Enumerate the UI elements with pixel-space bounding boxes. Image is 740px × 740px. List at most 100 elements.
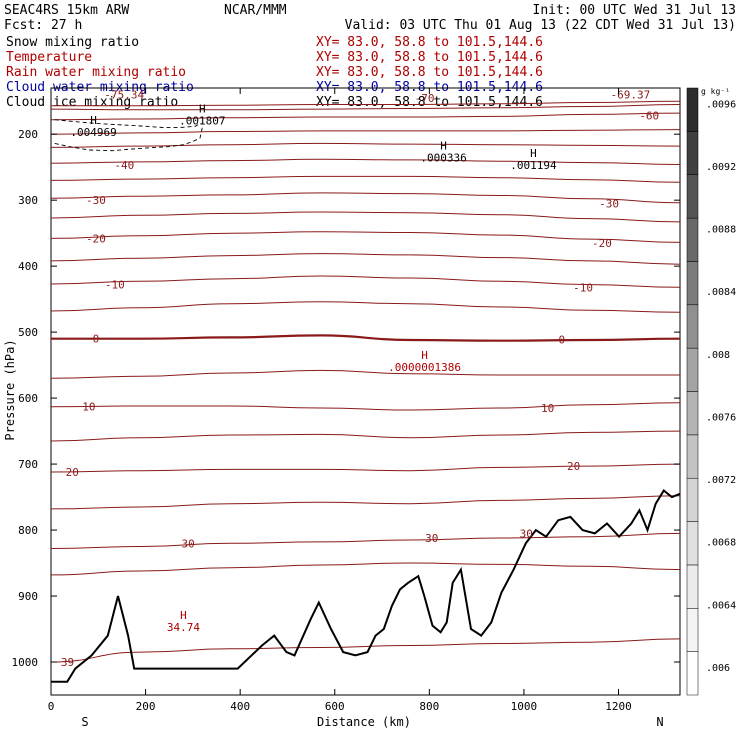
temperature-contour bbox=[51, 369, 680, 379]
colorbar-swatch bbox=[686, 564, 699, 609]
colorbar-swatch bbox=[686, 87, 699, 132]
y-tick-label: 700 bbox=[18, 458, 38, 471]
colorbar-swatch bbox=[686, 131, 699, 175]
temperature-contour bbox=[51, 104, 680, 111]
terrain-line bbox=[51, 489, 680, 683]
extremum-mark: H bbox=[180, 609, 187, 622]
plot-inner: -69.37 -75.34 -70 -60 -40 -30 -30 -20 -20 -10 -10 0… bbox=[51, 89, 680, 683]
extremum-mark: H bbox=[199, 102, 206, 115]
init-time: Init: 00 UTC Wed 31 Jul 13 bbox=[533, 3, 737, 18]
temperature-contour bbox=[51, 253, 680, 265]
field-xy-temperature: XY= 83.0, 58.8 to 101.5,144.6 bbox=[316, 50, 543, 65]
contour-label: 20 bbox=[66, 466, 79, 479]
temperature-contour bbox=[51, 231, 680, 243]
field-xy-rain: XY= 83.0, 58.8 to 101.5,144.6 bbox=[316, 65, 543, 80]
contour-label: -10 bbox=[105, 279, 125, 292]
colorbar-swatch bbox=[686, 217, 699, 262]
contour-label: -40 bbox=[114, 159, 134, 172]
temperature-contour bbox=[51, 192, 680, 204]
temperature-contour bbox=[51, 129, 680, 135]
extremum-value: .000336 bbox=[420, 151, 466, 164]
extremum-value: .004969 bbox=[70, 126, 116, 139]
colorbar-tick-label: .0088 bbox=[706, 225, 736, 236]
contour-label: -20 bbox=[592, 237, 612, 250]
contour-label: 30 bbox=[425, 532, 438, 545]
x-axis-title: Distance (km) bbox=[317, 715, 411, 729]
colorbar-tick-label: .0076 bbox=[706, 412, 736, 423]
extremum-mark: H bbox=[90, 114, 97, 127]
snow-mixing-contour bbox=[54, 119, 202, 129]
contour-label: 39 bbox=[61, 656, 74, 669]
colorbar-tick-label: .006 bbox=[706, 663, 730, 674]
contour-label: 0 bbox=[558, 333, 565, 346]
colorbar-swatch bbox=[686, 521, 699, 566]
colorbar-tick-label: .0072 bbox=[706, 475, 736, 486]
field-xy-cloud-ice: XY= 83.0, 58.8 to 101.5,144.6 bbox=[316, 95, 543, 110]
temperature-contour bbox=[51, 334, 680, 342]
temperature-contour bbox=[51, 112, 680, 121]
colorbar-tick-label: .0096 bbox=[706, 99, 736, 110]
y-tick-label: 200 bbox=[18, 128, 38, 141]
extremum-value: .001807 bbox=[179, 114, 225, 127]
extremum-value: .001194 bbox=[510, 159, 557, 172]
contour-label: -70 bbox=[415, 92, 435, 105]
colorbar-swatch bbox=[686, 391, 699, 436]
y-tick-label: 1000 bbox=[12, 656, 39, 669]
field-name-temperature: Temperature bbox=[6, 50, 92, 65]
contour-label: -69.37 bbox=[610, 89, 650, 102]
plot-frame bbox=[50, 87, 681, 696]
valid-time: Valid: 03 UTC Thu 01 Aug 13 (22 CDT Wed … bbox=[345, 18, 736, 33]
field-name-rain: Rain water mixing ratio bbox=[6, 65, 186, 80]
temperature-contour bbox=[51, 142, 680, 148]
y-tick-label: 400 bbox=[18, 260, 38, 273]
colorbar-swatch bbox=[686, 651, 699, 696]
extremum-mark: H bbox=[440, 139, 447, 152]
axis-end-north: N bbox=[656, 715, 663, 729]
contour-label: -75.34 bbox=[104, 89, 144, 102]
org-title: NCAR/MMM bbox=[224, 3, 287, 18]
contour-label: -10 bbox=[573, 281, 593, 294]
colorbar-swatch bbox=[686, 434, 699, 479]
extremum-value: .0000001386 bbox=[388, 361, 461, 374]
contour-label: -30 bbox=[599, 197, 619, 210]
extremum-mark: H bbox=[530, 147, 537, 160]
temperature-contour bbox=[51, 158, 680, 165]
field-list: Snow mixing ratio XY= 83.0, 58.8 to 101.… bbox=[6, 35, 543, 110]
field-xy-snow: XY= 83.0, 58.8 to 101.5,144.6 bbox=[316, 35, 543, 50]
colorbar-tick-label: .0064 bbox=[706, 600, 736, 611]
colorbar-tick-label: .0092 bbox=[706, 162, 736, 173]
axes: 0 200 400 600 800 1000 12002003004005006007008… bbox=[12, 88, 680, 713]
contour-label: -60 bbox=[639, 110, 659, 123]
x-tick-label: 0 bbox=[48, 700, 55, 713]
colorbar-tick-label: .0084 bbox=[706, 287, 736, 298]
contour-label: 10 bbox=[82, 401, 95, 414]
extremum-mark: H bbox=[421, 349, 428, 362]
y-tick-label: 800 bbox=[18, 524, 38, 537]
y-tick-label: 600 bbox=[18, 392, 38, 405]
contour-label: 30 bbox=[182, 537, 195, 550]
x-tick-label: 1000 bbox=[511, 700, 538, 713]
plot-area: -69.37 -75.34 -70 -60 -40 -30 -30 -20 -20 -10 -10 0… bbox=[51, 89, 680, 683]
y-tick-label: 500 bbox=[18, 326, 38, 339]
temperature-contour bbox=[51, 638, 680, 663]
temperature-contour bbox=[51, 532, 680, 549]
field-name-cloud-ice: Cloud ice mixing ratio bbox=[6, 95, 178, 110]
snow-mixing-contour bbox=[54, 127, 203, 152]
contour-label: 30 bbox=[520, 527, 533, 540]
colorbar-swatch bbox=[686, 261, 699, 306]
extremum-value: 34.74 bbox=[167, 621, 200, 634]
y-tick-label: 900 bbox=[18, 590, 38, 603]
x-tick-label: 400 bbox=[230, 700, 250, 713]
y-tick-label: 300 bbox=[18, 194, 38, 207]
y-axis-title: Pressure (hPa) bbox=[3, 339, 17, 440]
axis-end-south: S bbox=[81, 715, 88, 729]
contour-label: -20 bbox=[86, 232, 106, 245]
field-name-snow: Snow mixing ratio bbox=[6, 35, 139, 50]
temperature-contour bbox=[51, 562, 680, 576]
temperature-contour bbox=[51, 275, 680, 288]
contour-label: 0 bbox=[93, 333, 100, 346]
temperature-contour bbox=[51, 301, 680, 313]
x-tick-label: 600 bbox=[325, 700, 345, 713]
temperature-contour bbox=[51, 402, 680, 411]
